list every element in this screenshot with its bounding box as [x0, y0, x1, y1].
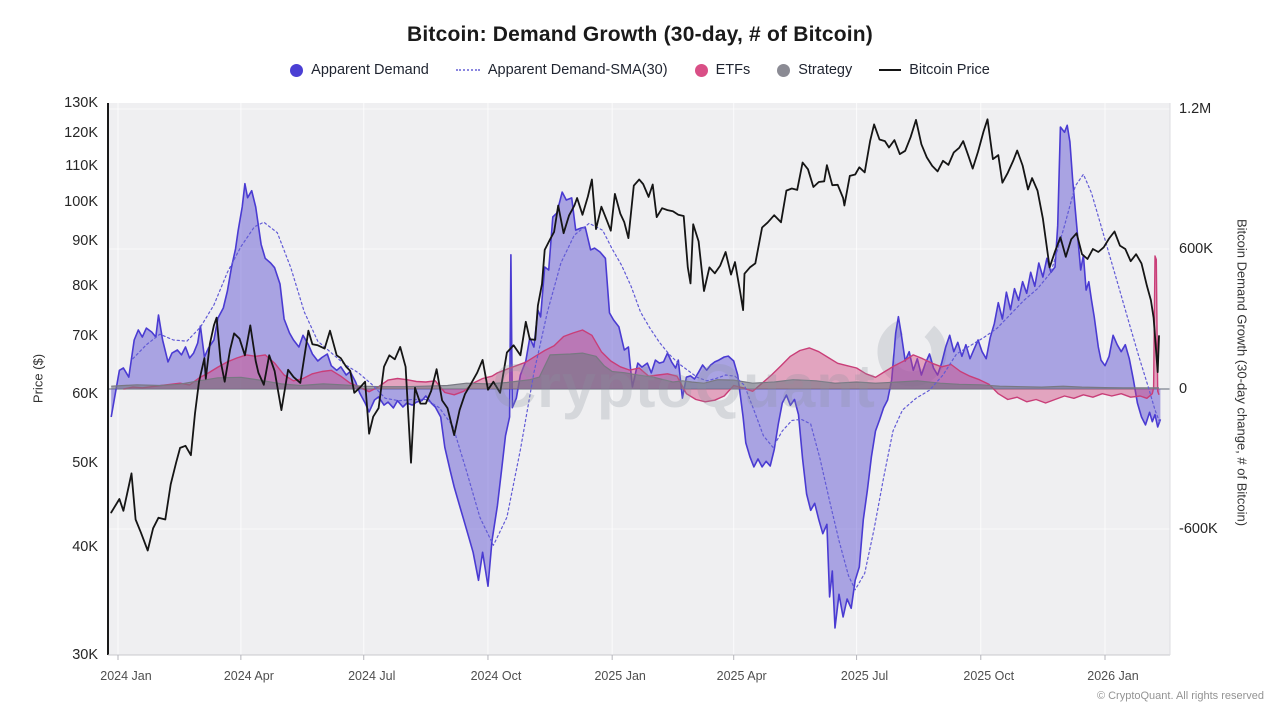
legend-label: Bitcoin Price	[909, 62, 990, 78]
right-axis-label: Bitcoin Demand Growth (30-day change, # …	[1234, 218, 1250, 527]
series-bitcoin-price-line	[110, 118, 1160, 552]
legend-swatch-circle-icon	[694, 63, 708, 77]
y-right-tick-0: 0	[1179, 381, 1188, 397]
chart-title: Bitcoin: Demand Growth (30-day, # of Bit…	[407, 23, 873, 46]
x-tick-2025-jul: 2025 Jul	[840, 669, 889, 683]
series-etfs-area	[123, 256, 1159, 403]
x-tick-2025-oct: 2025 Oct	[963, 669, 1015, 683]
x-tick-2026-jan: 2026 Jan	[1087, 669, 1139, 683]
legend: Apparent Demand Apparent Demand-SMA(30) ET…	[0, 62, 1280, 78]
copyright-footer: © CryptoQuant. All rights reserved	[1096, 690, 1264, 702]
legend-swatch-circle-icon	[777, 63, 791, 77]
legend-label: Strategy	[798, 62, 853, 78]
y-left-tick-30K: 30K	[72, 647, 98, 663]
y-left-tick-70K: 70K	[72, 328, 98, 345]
y-right-tick--600K: -600K	[1179, 521, 1218, 537]
y-left-tick-80K: 80K	[72, 277, 98, 294]
series-etfs-edge	[123, 255, 1160, 404]
x-tick-2024-apr: 2024 Apr	[223, 669, 274, 683]
legend-item-etfs[interactable]: ETFs	[694, 62, 751, 78]
x-tick-2024-jan: 2024 Jan	[100, 669, 152, 683]
series-apparent-demand-sma-30-line	[132, 173, 1161, 591]
series-strategy-edge	[111, 352, 1159, 389]
legend-item-apparent-demand-sma-30[interactable]: Apparent Demand-SMA(30)	[455, 62, 668, 78]
y-left-tick-110K: 110K	[65, 157, 98, 174]
y-left-tick-40K: 40K	[72, 538, 98, 555]
x-tick-2024-oct: 2024 Oct	[470, 669, 522, 683]
y-right-tick-1.2M: 1.2M	[1179, 101, 1212, 117]
x-tick-2024-jul: 2024 Jul	[348, 669, 396, 683]
y-left-tick-100K: 100K	[64, 193, 98, 210]
legend-item-bitcoin-price[interactable]: Bitcoin Price	[879, 62, 990, 78]
legend-swatch-line-icon	[879, 68, 902, 72]
y-right-tick-600K: 600K	[1179, 241, 1213, 257]
legend-item-apparent-demand[interactable]: Apparent Demand	[290, 62, 429, 78]
x-tick-2025-apr: 2025 Apr	[716, 669, 767, 683]
y-left-tick-130K: 130K	[64, 95, 98, 111]
series-apparent-demand-edge	[110, 124, 1162, 629]
legend-swatch-dotted-icon	[455, 69, 480, 71]
y-left-tick-50K: 50K	[72, 454, 98, 471]
x-tick-2025-jan: 2025 Jan	[594, 669, 646, 683]
y-left-tick-120K: 120K	[64, 125, 98, 142]
legend-label: Apparent Demand-SMA(30)	[487, 62, 668, 78]
legend-item-strategy[interactable]: Strategy	[777, 62, 852, 78]
y-left-tick-60K: 60K	[72, 386, 98, 403]
legend-label: ETFs	[715, 62, 751, 78]
series-strategy-area	[111, 353, 1160, 389]
legend-swatch-circle-icon	[290, 63, 304, 77]
y-left-tick-90K: 90K	[72, 233, 98, 250]
legend-label: Apparent Demand	[311, 62, 429, 78]
